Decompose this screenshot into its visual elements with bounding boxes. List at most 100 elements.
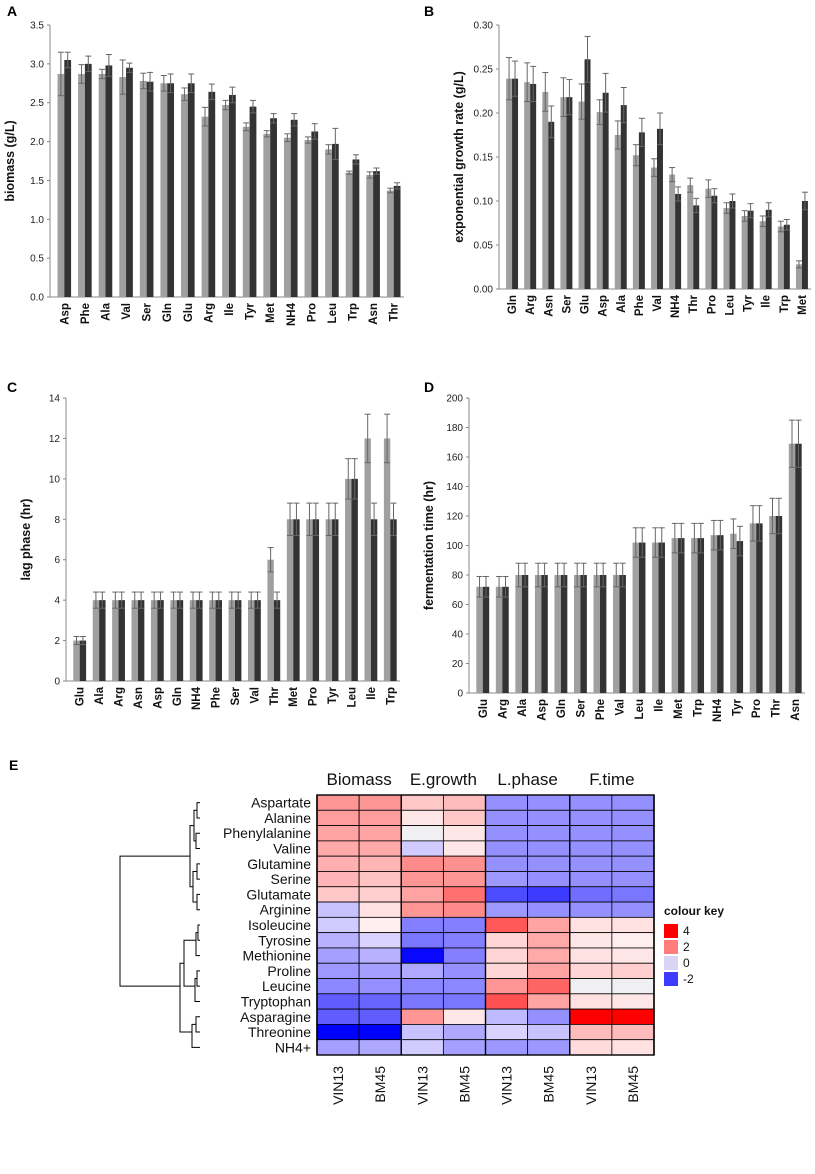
- panel-label-d: D: [424, 379, 434, 395]
- heatmap-cell: [400, 947, 444, 964]
- panel-label-b: B: [424, 3, 434, 19]
- bar-vin13: [596, 112, 603, 290]
- heatmap-row-label: Methionine: [243, 948, 312, 964]
- y-tick-label: 60: [452, 600, 464, 611]
- bar-bm45: [332, 519, 339, 681]
- bar-vin13: [248, 600, 255, 681]
- bar-vin13: [73, 640, 80, 681]
- bar-bm45: [249, 106, 257, 297]
- heatmap-cell: [527, 901, 571, 918]
- bar-bm45: [697, 538, 705, 693]
- x-category-label: Tyr: [732, 698, 744, 716]
- bar-bm45: [717, 535, 724, 693]
- x-category-label: Ile: [761, 295, 773, 308]
- x-category-label: Leu: [327, 303, 339, 323]
- x-category-label: Asp: [59, 303, 71, 325]
- bar-bm45: [126, 67, 133, 297]
- y-tick-label: 1.5: [30, 176, 44, 187]
- bar-bm45: [638, 132, 645, 289]
- heatmap-cell: [611, 855, 655, 872]
- bar-vin13: [495, 586, 503, 693]
- heatmap-cell: [611, 978, 655, 995]
- heatmap-row-label: Asparagine: [240, 1009, 311, 1025]
- heatmap-group-title: F.time: [589, 770, 634, 789]
- x-category-label: Met: [673, 699, 685, 719]
- y-tick-label: 40: [452, 630, 464, 641]
- x-category-label: Phe: [595, 699, 607, 720]
- bar-bm45: [331, 143, 339, 297]
- bar-vin13: [705, 188, 712, 289]
- bar-bm45: [84, 63, 92, 297]
- y-tick-label: 2.5: [30, 98, 44, 109]
- x-category-label: Leu: [724, 295, 736, 315]
- y-tick-label: 8: [54, 515, 60, 526]
- heatmap-cell: [527, 855, 571, 872]
- heatmap-cell: [358, 916, 402, 934]
- heatmap-column-label: VIN13: [414, 1066, 430, 1105]
- heatmap-cell: [316, 947, 360, 964]
- x-category-label: Asp: [536, 699, 548, 721]
- x-category-label: Trp: [693, 699, 705, 717]
- heatmap-cell: [442, 1024, 486, 1041]
- y-tick-label: 80: [452, 571, 464, 582]
- y-tick-label: 0.30: [474, 21, 494, 32]
- heatmap-border: [316, 794, 655, 1056]
- heatmap-cell: [400, 871, 444, 888]
- heatmap-cell: [442, 901, 486, 918]
- heatmap-cell: [527, 1008, 571, 1025]
- bar-vin13: [263, 133, 271, 297]
- bar-bm45: [693, 205, 700, 289]
- heatmap-cell: [316, 825, 360, 842]
- heatmap-cell: [358, 886, 402, 903]
- chart-panel-b: 0.00 0.05 0.10 0.15 0.20 0.25 0.30 exponential …: [452, 21, 811, 318]
- bar-bm45: [619, 575, 626, 693]
- x-category-label: Val: [614, 699, 626, 716]
- heatmap-cell: [611, 901, 655, 918]
- bar-vin13: [181, 94, 188, 297]
- heatmap-cell: [442, 1039, 486, 1056]
- heatmap-cell: [358, 1008, 402, 1025]
- heatmap-cell: [611, 809, 655, 826]
- x-category-label: Asn: [368, 303, 380, 325]
- dendrogram-branch: [197, 924, 200, 941]
- heatmap-cell: [442, 916, 486, 934]
- colour-key-swatch: [664, 972, 678, 986]
- x-category-label: Trp: [385, 687, 397, 705]
- bar-bm45: [729, 201, 736, 289]
- heatmap-cell: [358, 1039, 402, 1056]
- x-category-label: Ile: [654, 699, 666, 712]
- heatmap-row-label: Alanine: [264, 810, 311, 826]
- heatmap-cell: [485, 916, 529, 934]
- heatmap-row-label: NH4+: [275, 1039, 311, 1055]
- heatmap-row-label: Leucine: [262, 978, 311, 994]
- heatmap-cell: [442, 840, 486, 857]
- heatmap-cell: [442, 947, 486, 964]
- heatmap-row-label: Phenylalanine: [223, 825, 311, 841]
- bar-vin13: [691, 538, 698, 693]
- heatmap-cell: [569, 825, 613, 842]
- bar-bm45: [675, 193, 682, 289]
- bar-vin13: [325, 519, 333, 681]
- heatmap-cell: [485, 871, 529, 888]
- x-category-label: Thr: [269, 686, 281, 705]
- bar-vin13: [222, 105, 229, 297]
- heatmap-cell: [485, 825, 529, 842]
- bar-vin13: [476, 586, 483, 693]
- colour-key-label: -2: [683, 972, 694, 986]
- x-category-label: Gln: [162, 303, 174, 322]
- y-tick-label: 2: [54, 636, 60, 647]
- bar-bm45: [390, 519, 397, 681]
- y-tick-label: 14: [49, 394, 61, 405]
- heatmap-cell: [485, 978, 529, 995]
- bar-bm45: [548, 121, 555, 289]
- bar-vin13: [632, 155, 639, 289]
- x-category-label: Asp: [152, 687, 164, 709]
- chart-panel-c: 0 2 4 6 8 10 12 14 lag phase (hr) Glu Ala Arg Asn Asp…: [19, 394, 400, 710]
- bar-bm45: [215, 600, 222, 681]
- heatmap-cell: [316, 871, 360, 888]
- dendrogram-branch: [191, 1023, 200, 1048]
- dendrogram-branch: [183, 939, 196, 987]
- y-tick-label: 4: [54, 596, 60, 607]
- x-category-label: Arg: [525, 295, 537, 315]
- y-tick-label: 0.20: [474, 109, 494, 120]
